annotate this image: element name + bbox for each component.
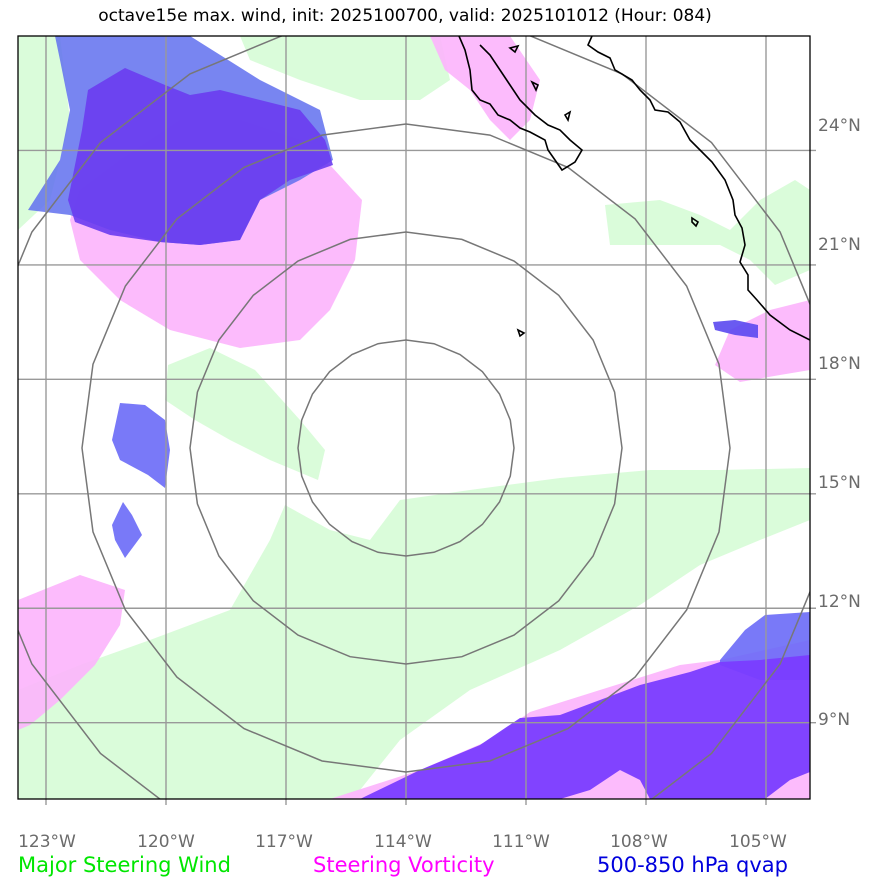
- legend-steering-wind: Major Steering Wind: [18, 853, 231, 877]
- lat-tick-12n: 12°N: [818, 592, 861, 612]
- wind-region-band: [18, 468, 810, 799]
- qvap-region-west-1: [112, 403, 170, 488]
- lat-tick-24n: 24°N: [818, 116, 861, 136]
- lon-tick-117w: 117°W: [255, 832, 313, 852]
- legend-steering-vorticity: Steering Vorticity: [313, 853, 495, 877]
- lon-tick-123w: 123°W: [18, 832, 76, 852]
- lon-tick-105w: 105°W: [729, 832, 787, 852]
- vorticity-region-southwest: [18, 575, 125, 730]
- qvap-region-northwest-dark: [68, 68, 333, 245]
- vorticity-region-north: [430, 36, 540, 140]
- range-ring: [297, 339, 515, 557]
- lat-tick-21n: 21°N: [818, 235, 861, 255]
- range-ring: [189, 231, 623, 665]
- qvap-region-east: [713, 320, 758, 338]
- lon-tick-111w: 111°W: [492, 832, 550, 852]
- grid-lines: [18, 36, 816, 805]
- coastline: [458, 36, 810, 341]
- range-ring: [81, 123, 731, 773]
- wind-region-east: [605, 180, 810, 285]
- chart-title: octave15e max. wind, init: 2025100700, v…: [98, 6, 712, 26]
- lon-tick-114w: 114°W: [374, 832, 432, 852]
- lon-tick-108w: 108°W: [610, 832, 668, 852]
- lat-tick-18n: 18°N: [818, 354, 861, 374]
- vorticity-region-east: [715, 300, 810, 382]
- lat-tick-9n: 9°N: [818, 710, 851, 730]
- lon-tick-120w: 120°W: [137, 832, 195, 852]
- qvap-region-west-2: [112, 502, 142, 558]
- lat-tick-15n: 15°N: [818, 473, 861, 493]
- plot-frame: [17, 35, 811, 800]
- wind-region-northwest: [18, 36, 70, 230]
- wind-region-center: [165, 348, 325, 480]
- map-fields: [18, 36, 810, 799]
- legend-qvap: 500-850 hPa qvap: [597, 853, 788, 877]
- wind-region-north: [240, 36, 450, 100]
